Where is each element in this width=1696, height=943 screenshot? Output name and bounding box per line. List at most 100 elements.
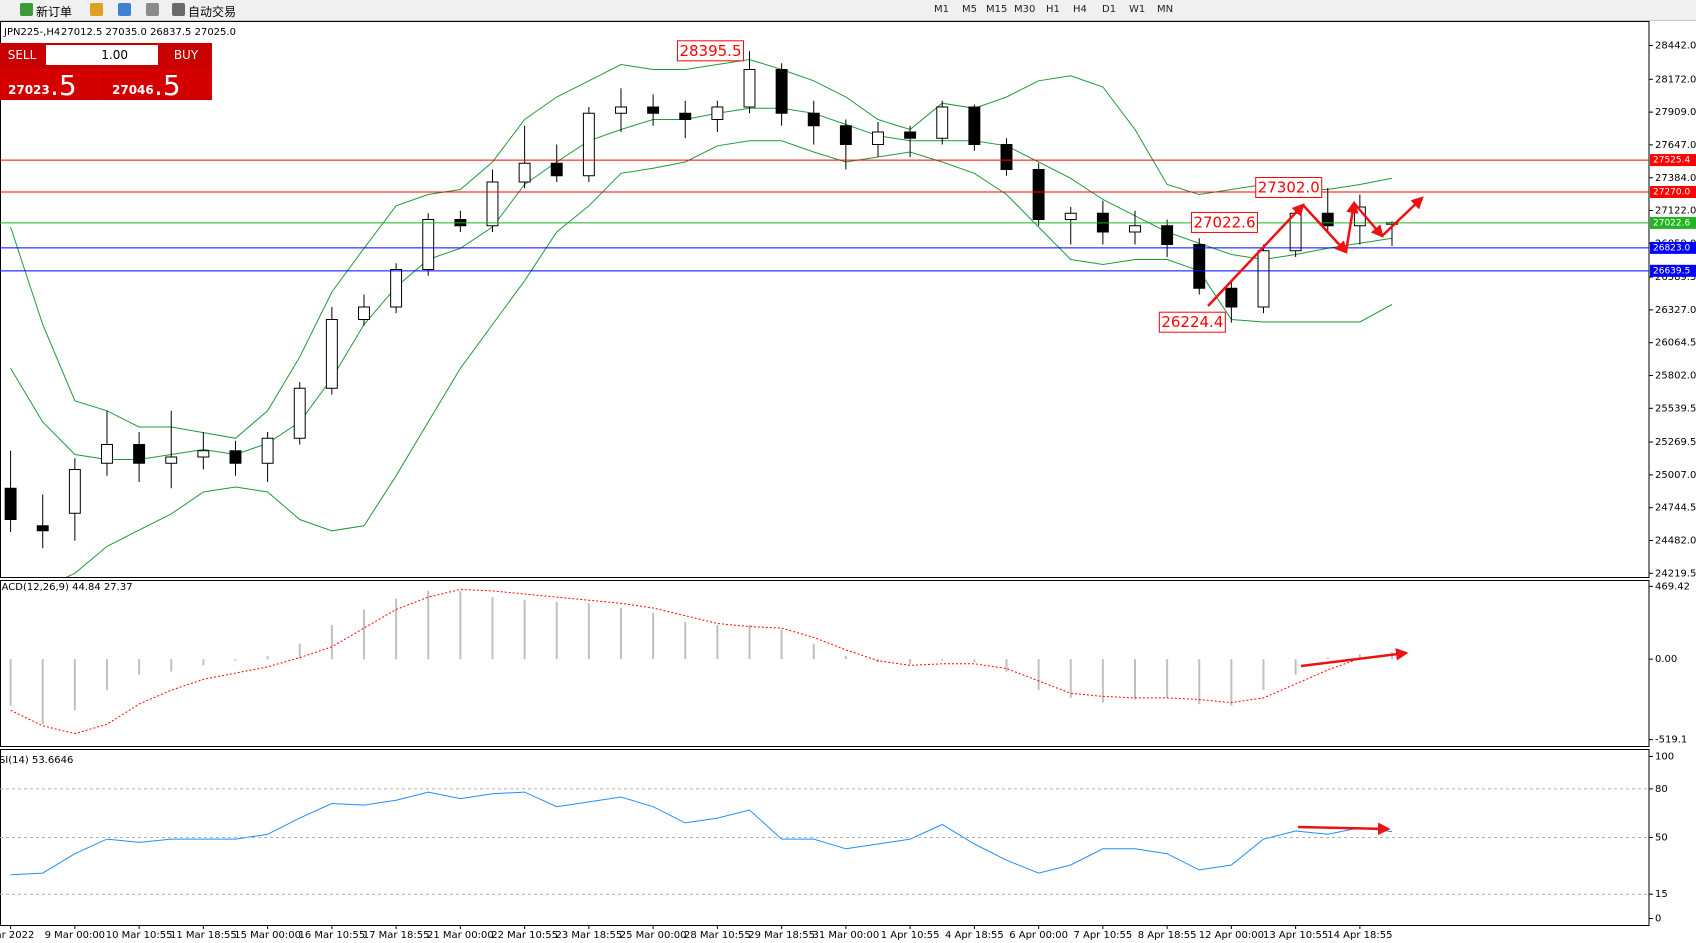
x-tick-label: 21 Mar 00:00	[427, 930, 494, 941]
candle-body	[550, 162, 563, 177]
new-order-button[interactable]: 新订单	[36, 5, 73, 19]
x-tick-label: Mar 2022	[0, 930, 34, 941]
timeframe[interactable]: MN	[1157, 4, 1174, 15]
timeframe[interactable]: W1	[1129, 4, 1146, 15]
price-annotation: 27302.0	[1258, 179, 1320, 197]
candle-body	[904, 131, 917, 139]
candle-body	[1193, 244, 1206, 289]
icon	[172, 3, 185, 16]
candle-body	[229, 450, 242, 464]
price-annotation-box	[1158, 311, 1226, 333]
timeframe[interactable]: H1	[1046, 4, 1060, 15]
level-tag	[1650, 241, 1696, 254]
x-tick-label: 29 Mar 18:55	[748, 930, 815, 941]
candle-body	[68, 469, 81, 514]
y-tick-label: 25007.0	[1655, 470, 1696, 481]
sell-button[interactable]: SELL	[7, 48, 37, 62]
x-tick-label: 6 Apr 00:00	[1009, 930, 1068, 941]
candle-body	[711, 106, 724, 120]
price-annotation: 26224.4	[1161, 313, 1223, 331]
y-tick-label: 27122.0	[1655, 206, 1696, 217]
level-label: 26639.5	[1653, 266, 1690, 276]
volume-input[interactable]: 1.00	[46, 45, 158, 65]
y-tick-label: 25539.5	[1655, 403, 1696, 414]
candle-body	[101, 444, 113, 464]
x-tick-label: 17 Mar 18:55	[363, 930, 430, 941]
candle-body	[1225, 287, 1238, 308]
arrow	[1297, 822, 1391, 836]
candle-body	[647, 106, 660, 114]
candle-body	[358, 306, 370, 320]
level-label: 27022.6	[1653, 218, 1690, 228]
rsi-title: RSI(14) 53.6646	[0, 755, 73, 766]
candle-body	[1129, 225, 1141, 233]
auto-trade-button[interactable]: 自动交易	[188, 5, 237, 19]
rsi-plot	[0, 788, 1649, 895]
icon	[118, 3, 131, 16]
y-tick-label: 469.42	[1655, 581, 1690, 592]
x-tick-label: 23 Mar 18:55	[555, 930, 622, 941]
one-click-trading: SELL 1.00 BUY 27023.5 27046.5	[0, 43, 212, 102]
price-annotation-box	[1190, 211, 1258, 233]
level-tag	[1650, 264, 1696, 277]
x-tick-label: 12 Apr 00:00	[1199, 930, 1264, 941]
x-tick-label: 11 Mar 18:55	[170, 930, 237, 941]
buy-button[interactable]: BUY	[173, 48, 199, 62]
timeframe[interactable]: M5	[962, 4, 977, 15]
x-tick-label: 25 Mar 00:00	[620, 930, 687, 941]
y-tick-label: 26064.5	[1655, 338, 1696, 349]
candle-body	[486, 181, 499, 227]
level-label: 26823.0	[1653, 243, 1690, 253]
level-tag	[1650, 216, 1696, 229]
y-tick-label: 24219.5	[1655, 568, 1696, 579]
x-tick-label: 28 Mar 10:55	[684, 930, 751, 941]
icon	[20, 3, 33, 16]
candle-body	[1161, 225, 1174, 245]
sell-price[interactable]: 27023.5	[0, 68, 102, 102]
candle-body	[4, 487, 17, 520]
y-tick-label: 0	[1655, 914, 1661, 925]
icon	[146, 3, 159, 16]
arrow	[1353, 202, 1384, 238]
y-tick-label: 27909.0	[1655, 107, 1696, 118]
sell-price-main: 27023	[8, 83, 50, 97]
price-annotation: 27022.6	[1193, 213, 1255, 231]
candle-body	[807, 112, 820, 127]
candle-body	[1032, 169, 1045, 220]
arrow	[1302, 204, 1348, 254]
sell-price-pips: .5	[50, 69, 77, 102]
x-tick-label: 22 Mar 10:55	[491, 930, 558, 941]
y-tick-label: 25802.0	[1655, 371, 1696, 382]
y-tick-label: 27647.0	[1655, 140, 1696, 151]
candle-body	[775, 69, 788, 114]
arrow	[1300, 648, 1409, 668]
candle-body	[197, 450, 210, 458]
candle-body	[390, 269, 403, 308]
candle-body	[872, 131, 884, 145]
timeframe[interactable]: M1	[934, 4, 949, 15]
candle-body	[518, 162, 531, 183]
buy-price[interactable]: 27046.5	[104, 68, 212, 102]
candle-body	[1289, 212, 1302, 252]
candle-body	[615, 106, 627, 114]
timeframe[interactable]: H4	[1073, 4, 1087, 15]
arrow	[1344, 200, 1359, 253]
timeframe[interactable]: M15	[986, 4, 1008, 15]
y-tick-label: 27384.0	[1655, 173, 1696, 184]
ohlc-info: 27012.5 27035.0 26837.5 27025.0	[61, 27, 236, 38]
candle-body	[1321, 212, 1334, 227]
y-tick-label: 0.00	[1655, 654, 1677, 665]
icon	[90, 3, 103, 16]
y-tick-label: 24744.5	[1655, 503, 1696, 514]
macd-title: MACD(12,26,9) 44.84 27.37	[0, 582, 133, 593]
level-label: 27525.4	[1653, 156, 1690, 166]
candle-body	[743, 69, 756, 108]
candle-body	[133, 444, 146, 464]
candle-body	[422, 219, 435, 270]
bollinger-upper	[10, 58, 1393, 439]
price-annotation-box	[676, 40, 744, 62]
timeframe[interactable]: M30	[1014, 4, 1036, 15]
timeframe[interactable]: D1	[1102, 4, 1117, 15]
candle-body	[293, 387, 306, 439]
